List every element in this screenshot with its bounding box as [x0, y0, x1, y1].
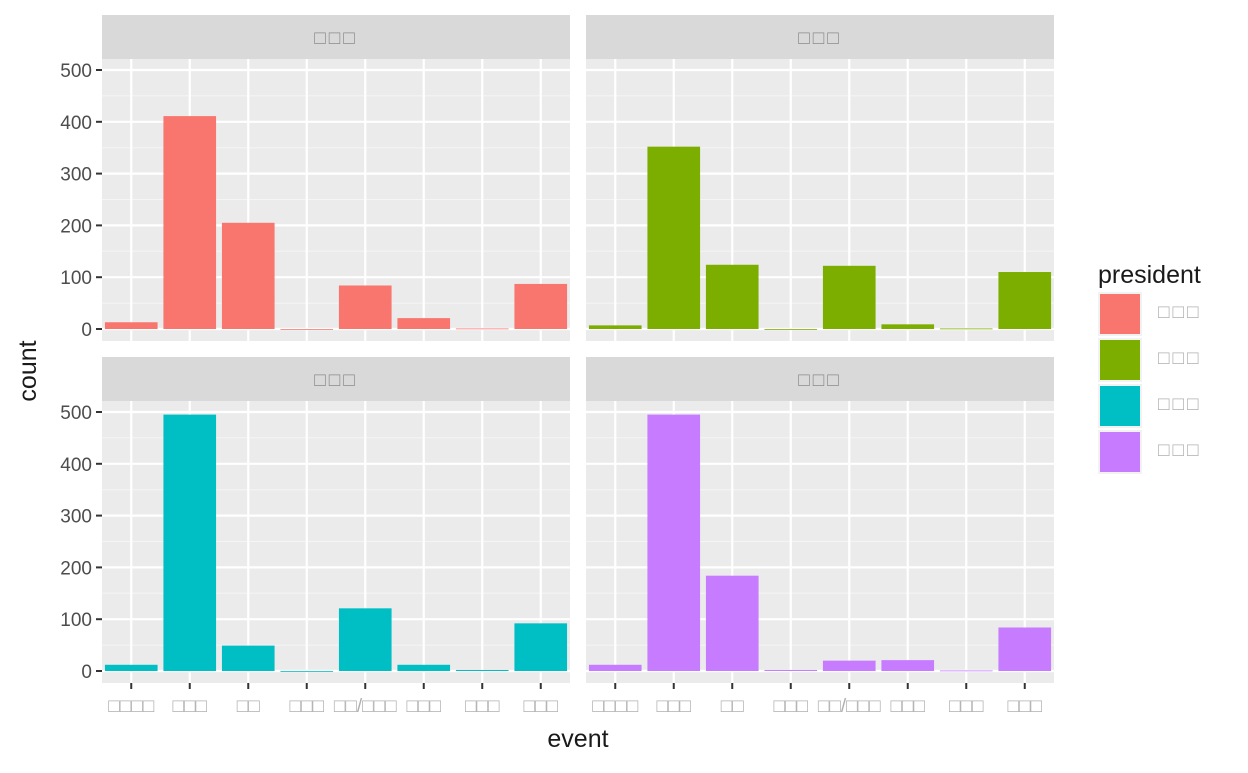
bar: [764, 329, 818, 330]
y-tick-label: 400: [60, 113, 92, 134]
legend-item: □□□: [1098, 384, 1238, 430]
bar: [163, 414, 217, 671]
x-tick-label: □□□: [465, 696, 500, 717]
bar: [397, 318, 451, 329]
legend-swatch: [1100, 386, 1140, 426]
x-tick-label: □□/□□□: [334, 696, 397, 717]
x-tick-label: □□□□: [108, 696, 154, 717]
bar: [397, 664, 451, 671]
y-tick-label: 500: [60, 403, 92, 424]
legend-key: [1098, 384, 1142, 428]
y-tick-label: 300: [60, 507, 92, 528]
bar: [514, 283, 568, 329]
x-tick-label: □□□: [407, 696, 442, 717]
bar: [822, 265, 876, 329]
legend-label: □□□: [1158, 440, 1202, 461]
legend-label: □□□: [1158, 302, 1202, 323]
bar: [221, 645, 275, 671]
y-tick-label: 400: [60, 455, 92, 476]
bar: [705, 264, 759, 329]
bar: [939, 670, 993, 672]
bar: [764, 669, 818, 671]
bar: [822, 660, 876, 671]
bar: [455, 328, 509, 330]
facet-strip: [586, 15, 1054, 59]
bar: [998, 272, 1052, 329]
legend-title: president: [1098, 261, 1201, 289]
x-tick-label: □□□: [173, 696, 208, 717]
bar: [705, 575, 759, 671]
bar: [647, 146, 701, 329]
bar: [338, 285, 392, 329]
bar: [939, 328, 993, 330]
facet-strip-label: □□□: [798, 28, 841, 49]
x-tick-label: □□□: [949, 696, 984, 717]
bar: [280, 329, 334, 330]
facet-strip: [586, 357, 1054, 401]
facet-strip: [102, 15, 570, 59]
bar: [881, 660, 935, 671]
facet-strip-label: □□□: [314, 28, 357, 49]
legend-swatch: [1100, 294, 1140, 334]
x-tick-label: □□□: [657, 696, 692, 717]
bar: [881, 324, 935, 329]
bar: [998, 627, 1052, 671]
y-tick-label: 0: [81, 320, 92, 341]
x-tick-label: □□□: [774, 696, 809, 717]
y-tick-label: 200: [60, 558, 92, 579]
legend-swatch: [1100, 432, 1140, 472]
x-tick-label: □□: [237, 696, 260, 717]
x-tick-label: □□: [721, 696, 744, 717]
y-tick-label: 200: [60, 216, 92, 237]
x-tick-label: □□□: [524, 696, 559, 717]
legend-key: [1098, 430, 1142, 474]
x-tick-label: □□□: [891, 696, 926, 717]
legend-item: □□□: [1098, 292, 1238, 338]
x-axis-title: event: [547, 725, 608, 753]
legend-key: [1098, 338, 1142, 382]
facet-strip: [102, 357, 570, 401]
legend-item: □□□: [1098, 338, 1238, 384]
bar: [163, 116, 217, 330]
legend-swatch: [1100, 340, 1140, 380]
legend-label: □□□: [1158, 394, 1202, 415]
legend-key: [1098, 292, 1142, 336]
bar: [588, 325, 642, 329]
bar: [104, 664, 158, 671]
bar: [221, 222, 275, 329]
bar: [647, 414, 701, 671]
bar: [338, 608, 392, 671]
y-axis-title: count: [14, 340, 42, 401]
bar: [455, 669, 509, 671]
x-tick-label: □□□: [290, 696, 325, 717]
x-tick-label: □□□: [1008, 696, 1043, 717]
y-tick-label: 500: [60, 61, 92, 82]
y-tick-label: 100: [60, 610, 92, 631]
y-tick-label: 100: [60, 268, 92, 289]
legend-item: □□□: [1098, 430, 1238, 476]
bar: [104, 322, 158, 329]
bar: [588, 664, 642, 671]
legend-label: □□□: [1158, 348, 1202, 369]
x-tick-label: □□□□: [592, 696, 638, 717]
bar: [280, 671, 334, 672]
x-tick-label: □□/□□□: [818, 696, 881, 717]
y-tick-label: 0: [81, 662, 92, 683]
legend: president □□□ □□□ □□□ □□□: [1098, 258, 1238, 476]
y-tick-label: 300: [60, 165, 92, 186]
facet-strip-label: □□□: [314, 370, 357, 391]
bar: [514, 623, 568, 671]
facet-strip-label: □□□: [798, 370, 841, 391]
